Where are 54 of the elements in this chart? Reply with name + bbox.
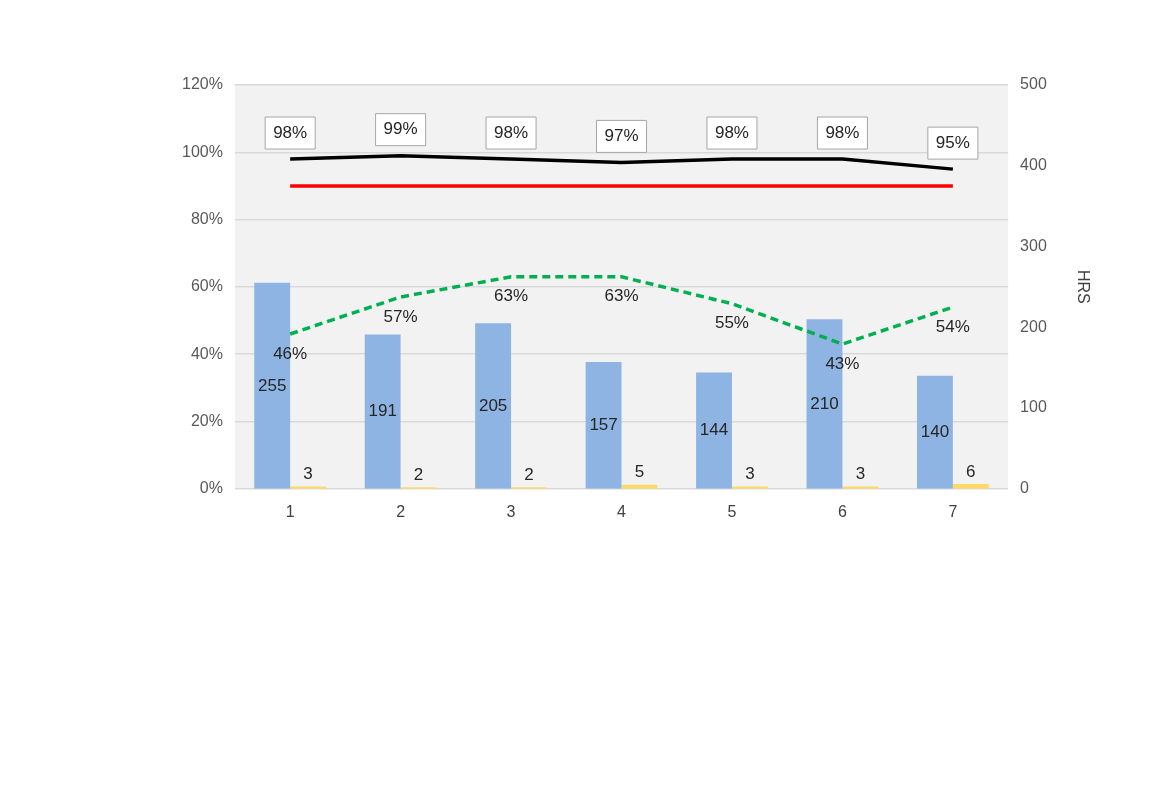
data-label: 98% <box>273 122 308 142</box>
data-label: 99% <box>383 119 418 139</box>
bar <box>585 362 622 489</box>
data-label: 6 <box>966 461 976 481</box>
x-tick-label: 4 <box>617 502 627 520</box>
y-tick-label: 100% <box>182 142 223 160</box>
data-label: 46% <box>273 343 308 363</box>
y-tick-label: 0% <box>199 479 223 497</box>
data-label: 191 <box>368 401 397 421</box>
data-label: 98% <box>714 122 749 142</box>
y2-axis-title: HRS <box>1074 270 1092 304</box>
data-label: 3 <box>745 464 755 484</box>
data-label: 210 <box>810 393 839 413</box>
y-tick-label: 20% <box>190 411 223 429</box>
data-label: 98% <box>494 122 529 142</box>
y-tick-label: 40% <box>190 344 223 362</box>
data-label: 95% <box>935 132 970 152</box>
data-label: 97% <box>604 126 639 146</box>
x-tick-label: 7 <box>948 502 958 520</box>
bar <box>696 372 732 489</box>
data-label: 140 <box>920 421 950 441</box>
x-tick-label: 3 <box>506 502 516 520</box>
data-label: 5 <box>634 462 645 482</box>
y-tick-label: 60% <box>190 277 223 295</box>
x-tick-label: 1 <box>285 502 295 520</box>
y2-tick-label: 500 <box>1020 75 1047 93</box>
data-label: 144 <box>699 420 729 440</box>
y2-tick-label: 300 <box>1020 236 1047 254</box>
data-label: 2 <box>413 464 424 484</box>
data-label: 205 <box>478 395 508 415</box>
data-label: 63% <box>494 286 529 306</box>
y2-tick-label: 0 <box>1020 479 1030 497</box>
data-label: 57% <box>383 306 418 326</box>
data-label: 3 <box>303 464 313 484</box>
data-label: 63% <box>604 286 639 306</box>
y2-tick-label: 100 <box>1020 398 1047 416</box>
bar <box>364 334 401 489</box>
data-label: 3 <box>855 464 866 484</box>
y2-tick-label: 400 <box>1020 156 1047 174</box>
data-label: 43% <box>825 353 860 373</box>
x-tick-label: 6 <box>837 502 847 520</box>
data-label: 55% <box>714 313 749 333</box>
x-tick-label: 2 <box>396 502 406 520</box>
bar <box>916 375 953 489</box>
bar <box>475 323 512 489</box>
y2-tick-label: 200 <box>1020 317 1047 335</box>
data-label: 2 <box>524 464 534 484</box>
data-label: 255 <box>258 375 287 395</box>
data-label: 54% <box>935 316 970 336</box>
data-label: 157 <box>589 415 618 435</box>
y-tick-label: 120% <box>182 75 223 93</box>
data-label: 98% <box>825 122 860 142</box>
x-tick-label: 5 <box>727 502 737 520</box>
y-tick-label: 80% <box>190 210 223 228</box>
